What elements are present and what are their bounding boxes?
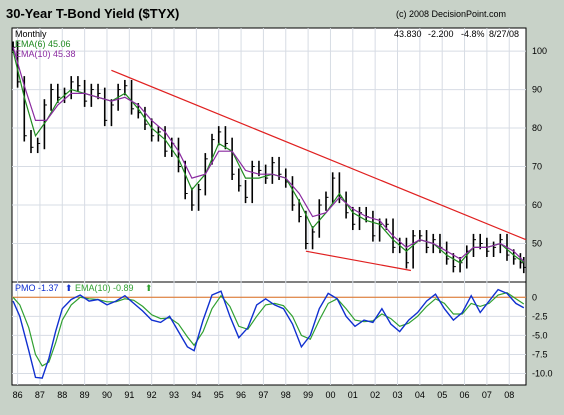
x-tick-label: 88 (57, 390, 67, 400)
pmo-arrow-icon: ⬆ (65, 283, 73, 293)
quote-date: 8/27/08 (489, 29, 519, 39)
price-y-tick-label: 90 (532, 85, 542, 95)
price-y-tick-label: 70 (532, 162, 542, 172)
pmo-ema-arrow-icon: ⬆ (145, 283, 153, 293)
period-label: Monthly (15, 29, 47, 39)
x-tick-label: 98 (281, 390, 291, 400)
quote-last: 43.830 (394, 29, 422, 39)
x-tick-label: 99 (303, 390, 313, 400)
copyright-text: (c) 2008 DecisionPoint.com (396, 9, 506, 19)
pmo-y-tick-label: -10.0 (532, 369, 553, 379)
x-tick-label: 94 (191, 390, 201, 400)
x-tick-label: 00 (325, 390, 335, 400)
ema10-legend: EMA(10) 45.38 (15, 49, 76, 59)
pmo-ema-legend: EMA(10) -0.89 (75, 283, 134, 293)
pmo-y-tick-label: 0 (532, 292, 537, 302)
x-tick-label: 06 (460, 390, 470, 400)
x-tick-label: 93 (169, 390, 179, 400)
pmo-line (12, 288, 525, 379)
x-tick-label: 90 (102, 390, 112, 400)
price-y-tick-label: 50 (532, 239, 542, 249)
lower-trendline (305, 250, 412, 272)
series-layer (12, 47, 527, 379)
quote-pct: -4.8% (461, 29, 485, 39)
x-tick-label: 07 (482, 390, 492, 400)
price-y-tick-label: 100 (532, 46, 547, 56)
pmo-legend: PMO -1.37 (15, 283, 59, 293)
upper-trendline (111, 69, 527, 241)
quote-change: -2.200 (428, 29, 454, 39)
x-tick-label: 91 (124, 390, 134, 400)
x-tick-label: 92 (147, 390, 157, 400)
x-tick-label: 95 (214, 390, 224, 400)
x-tick-label: 08 (504, 390, 514, 400)
chart-title: 30-Year T-Bond Yield ($TYX) (6, 6, 179, 21)
x-tick-label: 03 (392, 390, 402, 400)
x-tick-label: 02 (370, 390, 380, 400)
price-y-tick-label: 80 (532, 123, 542, 133)
pmo-signal-line (12, 292, 525, 367)
x-tick-label: 96 (236, 390, 246, 400)
grid-layer (12, 28, 526, 385)
x-tick-label: 87 (35, 390, 45, 400)
x-tick-label: 01 (348, 390, 358, 400)
x-tick-label: 86 (13, 390, 23, 400)
pmo-y-tick-label: -5.0 (532, 330, 548, 340)
price-y-tick-label: 60 (532, 200, 542, 210)
x-tick-label: 04 (415, 390, 425, 400)
x-tick-label: 89 (80, 390, 90, 400)
x-tick-label: 05 (437, 390, 447, 400)
x-tick-label: 97 (258, 390, 268, 400)
axis-layer: 86 87 88 89 90 91 92 93 94 95 96 97 98 99 00 01 02 03 04 05… (13, 46, 553, 400)
pmo-y-tick-label: -7.5 (532, 349, 548, 359)
ema6-legend: EMA(6) 45.06 (15, 39, 71, 49)
pmo-y-tick-label: -2.5 (532, 311, 548, 321)
ema10-line (12, 47, 525, 262)
